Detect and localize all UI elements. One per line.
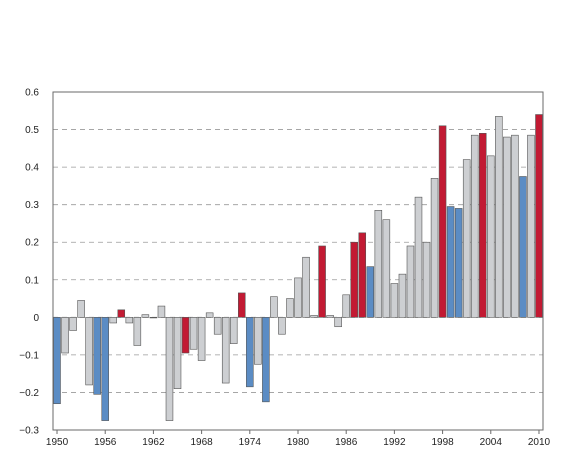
bar-1985 — [334, 317, 342, 328]
x-tick-label: 1956 — [94, 437, 117, 448]
bar-1975 — [254, 317, 262, 365]
x-tick-label: 1950 — [46, 437, 69, 448]
bar-1961 — [141, 314, 150, 318]
bar-2002 — [470, 134, 479, 318]
y-tick-label: 0.6 — [25, 88, 39, 99]
bar-1983 — [318, 245, 326, 318]
bar-1966 — [181, 317, 190, 354]
bar-1954 — [85, 317, 93, 386]
bar-1998 — [438, 125, 447, 318]
bar-1977 — [270, 296, 278, 318]
y-tick-label: 0.1 — [25, 275, 39, 286]
bar-1989 — [366, 266, 375, 318]
bar-2010 — [535, 114, 543, 318]
bar-1957 — [109, 317, 117, 324]
bar-2004 — [487, 155, 495, 318]
bar-1986 — [342, 294, 350, 318]
bar-2001 — [462, 159, 471, 318]
x-tick-label: 1968 — [190, 437, 213, 448]
y-tick-label: 0.5 — [25, 125, 39, 136]
bar-1984 — [326, 315, 334, 318]
bar-1974 — [246, 317, 254, 388]
x-tick-label: 1986 — [335, 437, 358, 448]
bar-2006 — [503, 136, 511, 318]
bar-1972 — [229, 317, 238, 344]
y-tick-label: −0.3 — [19, 426, 39, 437]
x-tick-label: 2010 — [528, 437, 551, 448]
x-tick-label: 2004 — [480, 437, 503, 448]
y-tick-label: 0.4 — [25, 163, 39, 174]
bar-1955 — [93, 317, 101, 395]
x-tick-label: 1974 — [239, 437, 262, 448]
bar-2000 — [454, 208, 463, 318]
bar-1965 — [173, 317, 182, 389]
bar-2008 — [519, 176, 527, 318]
bar-1978 — [278, 317, 286, 335]
x-tick-label: 1992 — [383, 437, 406, 448]
bar-1993 — [398, 273, 407, 318]
bar-1994 — [406, 245, 415, 318]
bar-1981 — [302, 256, 310, 318]
y-axis-tick-labels: 0.6 0.5 0.4 0.3 0.2 0.1 0 −0.1 −0.2 −0.3 — [19, 88, 39, 437]
x-tick-label: 1998 — [431, 437, 454, 448]
bar-2007 — [511, 134, 519, 318]
bar-1958 — [117, 309, 126, 318]
y-tick-label: 0.2 — [25, 238, 39, 249]
bar-1976 — [262, 317, 270, 403]
y-tick-label: 0 — [33, 313, 39, 324]
bar-1999 — [446, 206, 455, 318]
bar-1987 — [350, 241, 358, 318]
bar-1969 — [205, 312, 214, 318]
bar-1959 — [125, 317, 134, 324]
bar-1960 — [133, 317, 142, 346]
bar-1990 — [374, 210, 383, 318]
bar-1962 — [149, 317, 158, 319]
bar-1963 — [157, 305, 166, 318]
x-axis-ticks: 1950 1956 1962 1968 1974 1980 1986 1992 1998 2004… — [46, 430, 551, 448]
bar-1997 — [430, 178, 439, 318]
bar-1951 — [61, 317, 69, 354]
bar-1995 — [414, 196, 423, 318]
bar-1971 — [221, 317, 230, 384]
bar-1970 — [213, 317, 222, 335]
y-tick-label: −0.2 — [19, 388, 39, 399]
bar-1953 — [77, 300, 85, 318]
bar-1996 — [422, 241, 431, 318]
bar-1992 — [390, 283, 399, 318]
x-tick-label: 1962 — [142, 437, 165, 448]
bar-1952 — [69, 317, 77, 331]
x-tick-label: 1980 — [287, 437, 310, 448]
bar-1979 — [286, 298, 294, 318]
bar-1991 — [382, 219, 391, 318]
bar-1967 — [189, 317, 198, 350]
bar-1964 — [165, 317, 174, 421]
bar-1980 — [294, 277, 302, 318]
y-tick-label: 0.3 — [25, 200, 39, 211]
bar-2003 — [478, 133, 487, 318]
bar-2005 — [495, 116, 503, 318]
bar-series — [53, 114, 543, 421]
bar-1956 — [101, 317, 109, 421]
bar-1988 — [358, 232, 367, 318]
bar-1982 — [310, 315, 318, 318]
bar-1968 — [197, 317, 206, 361]
bar-1973 — [238, 292, 246, 318]
bar-1950 — [53, 317, 61, 405]
bar-2009 — [527, 134, 535, 318]
y-tick-label: −0.1 — [19, 350, 39, 361]
